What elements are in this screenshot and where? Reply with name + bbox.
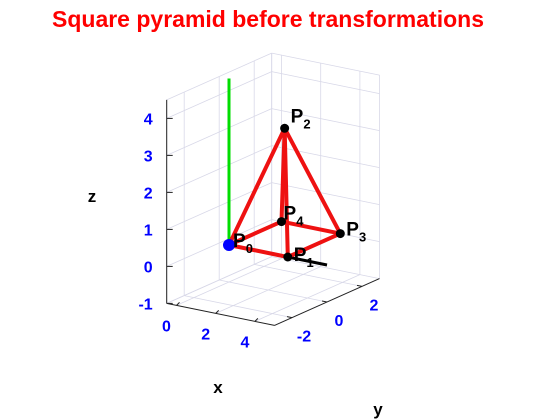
pyramid-edge — [285, 231, 343, 259]
chart-title: Square pyramid before transformations — [52, 6, 484, 32]
y-tick-mark — [321, 300, 328, 303]
x-axis-label: x — [213, 378, 223, 397]
vertex-label-name: P — [291, 106, 304, 127]
z-axis-label: z — [88, 187, 97, 206]
y-tick-label: 0 — [335, 313, 344, 330]
pyramid-edge — [227, 126, 287, 247]
pyramid-edges — [227, 126, 343, 259]
x-tick-label: 2 — [201, 326, 210, 343]
y-tick-label: 2 — [370, 297, 379, 314]
z-tick-label: 2 — [144, 185, 153, 202]
vertex-marker — [223, 239, 235, 251]
vertex-label-name: P — [294, 245, 307, 266]
vertex-label-subscript: 0 — [246, 241, 253, 256]
z-tick-label: 4 — [144, 111, 153, 128]
x-tick-mark — [254, 318, 259, 322]
vertex-label: P1 — [294, 245, 314, 270]
vertex-marker — [277, 217, 286, 227]
x-tick-label: 0 — [162, 318, 171, 335]
x-tick-mark — [176, 302, 180, 306]
vertex-label-name: P — [233, 231, 246, 252]
grid — [166, 52, 380, 326]
vertex-label: P2 — [291, 106, 311, 131]
vertex-marker — [335, 229, 345, 239]
pyramid-edge — [227, 219, 284, 247]
vertex-label-subscript: 1 — [306, 255, 313, 270]
grid-line — [254, 264, 363, 287]
y-axis-label: y — [373, 400, 383, 419]
x-tick-label: 4 — [240, 334, 249, 351]
vertex-label: P0 — [233, 231, 253, 256]
tick-labels: -1 0 1 2 3 4 0 2 4 -2 0 2 — [138, 111, 378, 351]
x-tick-mark — [215, 310, 220, 314]
grid-line — [271, 145, 380, 168]
vertex-label: P4 — [284, 204, 305, 229]
vertex-label-subscript: 2 — [303, 116, 310, 131]
y-tick-mark — [356, 284, 363, 287]
pyramid-edge — [227, 243, 290, 259]
pyramid-edge — [279, 219, 343, 236]
grid-line — [271, 182, 380, 205]
grid-line — [219, 279, 328, 303]
vertex-label-name: P — [346, 220, 359, 241]
grid-line — [166, 219, 272, 267]
grid-line — [166, 71, 272, 119]
pyramid-edge — [279, 126, 287, 224]
grid-line — [166, 145, 272, 193]
grid-line — [271, 108, 380, 131]
z-tick-label: 0 — [144, 259, 153, 276]
grid-line — [166, 108, 272, 156]
z-tick-label: -1 — [138, 296, 152, 313]
vertex-label: P3 — [346, 220, 366, 245]
pyramid-edge — [282, 126, 343, 236]
z-tick-label: 1 — [144, 222, 153, 239]
grid-line — [271, 52, 380, 76]
vertex-marker — [280, 123, 290, 133]
y-tick-label: -2 — [297, 329, 311, 346]
grid-line — [166, 52, 272, 101]
vertex-label-subscript: 3 — [359, 230, 366, 245]
grid-line — [271, 71, 380, 94]
z-tick-label: 3 — [144, 148, 153, 165]
x-axis-box-edge — [166, 302, 275, 326]
vertex-label-subscript: 4 — [296, 214, 304, 229]
y-tick-mark — [286, 316, 293, 319]
vertex-label-name: P — [284, 204, 297, 225]
grid-line — [184, 295, 293, 318]
vertex-marker — [283, 252, 293, 262]
